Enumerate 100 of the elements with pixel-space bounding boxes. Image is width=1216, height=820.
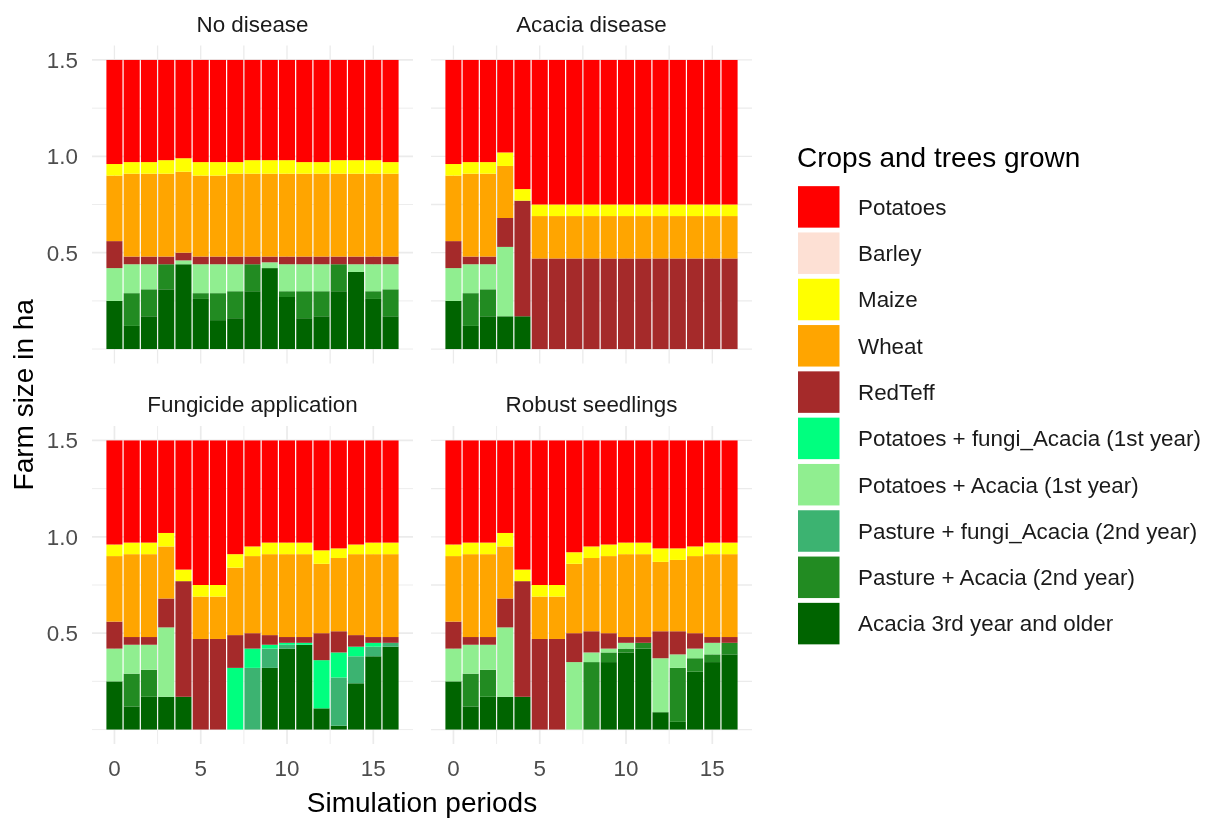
bar — [600, 652, 617, 663]
bar — [365, 291, 382, 299]
bar — [106, 175, 123, 242]
bar — [278, 644, 296, 649]
bar — [106, 300, 123, 350]
bar — [382, 264, 399, 290]
bar — [313, 264, 330, 292]
bar — [106, 621, 123, 649]
bar — [106, 241, 123, 269]
bar — [566, 662, 583, 730]
bar — [617, 642, 635, 649]
bar — [106, 164, 123, 176]
bar — [313, 291, 330, 317]
chart-title: No disease — [196, 11, 309, 37]
bar — [445, 648, 462, 682]
x-axis-title: Simulation periods — [306, 787, 538, 818]
bar — [721, 654, 738, 730]
bar — [382, 162, 399, 174]
bar — [106, 59, 123, 165]
bar — [635, 642, 652, 649]
legend-label: Acacia 3rd year and older — [858, 611, 1114, 637]
bar — [382, 289, 399, 317]
bar — [721, 637, 738, 643]
bar — [445, 268, 462, 301]
bar — [382, 256, 399, 265]
bar — [106, 544, 123, 557]
x-tick-label: 15 — [699, 756, 725, 781]
x-tick-label: 5 — [194, 756, 207, 781]
bar — [721, 204, 738, 217]
bar — [445, 300, 462, 350]
bar — [106, 681, 123, 730]
bar — [382, 554, 399, 638]
bar — [382, 440, 399, 543]
bar — [721, 59, 738, 205]
bar — [175, 260, 192, 265]
bar — [106, 648, 123, 682]
bar — [721, 440, 738, 543]
legend-label: Potatoes — [858, 194, 947, 220]
y-tick-label: 1.5 — [46, 47, 78, 73]
legend-label: Maize — [858, 287, 918, 313]
bar — [514, 189, 531, 201]
y-tick-label: 1.0 — [46, 144, 78, 170]
bar — [382, 59, 399, 163]
x-tick-label: 15 — [360, 756, 386, 781]
legend-label: Wheat — [858, 333, 924, 359]
bar — [721, 542, 738, 555]
x-tick-label: 0 — [447, 756, 460, 781]
bar — [106, 556, 123, 622]
bar — [583, 662, 600, 730]
bar — [244, 264, 261, 292]
bar — [445, 621, 462, 649]
legend-label: Pasture + fungi_Acacia (2nd year) — [858, 518, 1198, 544]
bar — [583, 652, 600, 663]
bar — [382, 637, 399, 643]
bar — [445, 164, 462, 176]
bar — [445, 544, 462, 557]
bar — [445, 440, 462, 545]
bar — [330, 264, 347, 292]
bar — [445, 681, 462, 730]
legend-title: Crops and trees grown — [797, 142, 1081, 174]
x-tick-label: 5 — [533, 756, 546, 781]
bar — [445, 241, 462, 269]
y-tick-label: 0.5 — [46, 621, 78, 647]
bar — [261, 644, 278, 649]
bar — [445, 175, 462, 242]
bar — [261, 648, 278, 668]
legend-label: Potatoes + fungi_Acacia (1st year) — [858, 426, 1201, 452]
y-tick-label: 1.5 — [46, 428, 78, 454]
legend-label: RedTeff — [858, 379, 936, 405]
bar — [721, 554, 738, 638]
bar — [365, 646, 382, 657]
x-tick-label: 10 — [274, 756, 300, 781]
bar — [106, 440, 123, 545]
bar — [382, 542, 399, 555]
bar — [514, 569, 531, 582]
bar — [106, 268, 123, 301]
bar — [445, 59, 462, 165]
bar — [227, 667, 244, 730]
bar — [382, 316, 399, 350]
bar — [445, 556, 462, 622]
x-tick-label: 10 — [613, 756, 639, 781]
bar — [721, 216, 738, 259]
y-tick-label: 0.5 — [46, 240, 78, 266]
chart-title: Fungicide application — [147, 392, 358, 417]
bar — [721, 642, 738, 655]
legend-label: Potatoes + Acacia (1st year) — [858, 472, 1139, 498]
chart-title: Acacia disease — [516, 11, 667, 37]
bar — [175, 569, 192, 582]
y-axis-title: Farm size in ha — [8, 298, 39, 491]
bar — [365, 642, 382, 647]
bar — [382, 646, 399, 730]
bar — [721, 258, 738, 350]
chart-title: Robust seedlings — [505, 392, 678, 417]
legend-label: Barley — [858, 241, 923, 267]
x-tick-label: 0 — [108, 756, 121, 781]
legend-label: Pasture + Acacia (2nd year) — [858, 565, 1135, 591]
y-tick-label: 1.0 — [46, 524, 78, 550]
bar — [382, 173, 399, 257]
bar — [244, 667, 261, 730]
bar — [382, 642, 399, 647]
